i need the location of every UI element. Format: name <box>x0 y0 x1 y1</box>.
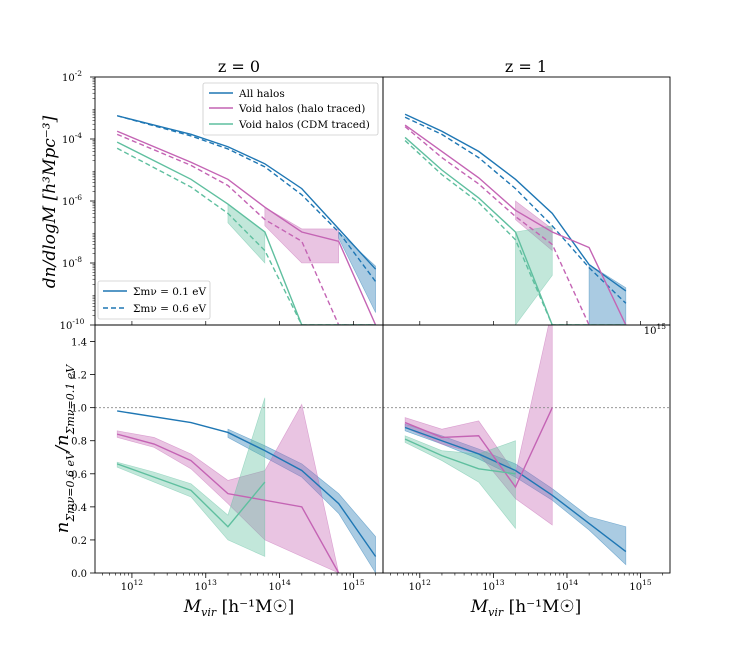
panel-title-right: z = 1 <box>505 57 547 76</box>
band-bottom-z1-void_cdm <box>404 435 516 530</box>
band-top-z1-void_cdm <box>515 225 553 325</box>
band-bottom-z0-void_cdm <box>116 397 266 557</box>
frame-br <box>382 324 671 574</box>
ytick-bottom-label-7: 1.4 <box>71 338 87 349</box>
corner-offset-label: 1015 <box>644 322 667 337</box>
legend-label-void-halo: Void halos (halo traced) <box>238 103 365 115</box>
ytick-bottom-label-6: 1.2 <box>71 371 87 382</box>
legend-label-void-cdm: Void halos (CDM traced) <box>238 119 370 131</box>
line-top-z0-void_halo-dashed <box>116 133 376 325</box>
legend-label-all: All halos <box>238 88 285 100</box>
xtick-label-r-13: 1013 <box>482 578 505 593</box>
ytick-bottom-label-5: 1.0 <box>71 404 87 415</box>
xtick-label-r-14: 1014 <box>556 578 579 593</box>
ytick-bottom-label-1: 0.2 <box>71 536 87 547</box>
line-top-z0-all-dashed <box>116 115 377 283</box>
line-top-z1-void_cdm-solid <box>404 136 626 325</box>
line-bottom-z0-void_halo <box>116 433 340 573</box>
xtick-label-l-12: 1012 <box>121 578 144 593</box>
legend-label-mnu-01: Σmν = 0.1 eV <box>133 286 206 298</box>
ytick-bottom-label-0: 0.0 <box>71 569 87 580</box>
ytick-top-label--6: 10-6 <box>62 193 82 208</box>
ytick-bottom-label-4: 0.8 <box>71 437 87 448</box>
band-bottom-z0-all <box>227 428 376 573</box>
xtick-label-l-15: 1015 <box>342 578 365 593</box>
line-bottom-z0-void_cdm <box>116 463 266 528</box>
xlabel-right: Mvir [h⁻¹M☉] <box>470 597 581 619</box>
xtick-label-r-12: 1012 <box>409 578 432 593</box>
panel-title-left: z = 0 <box>218 57 260 76</box>
band-top-z1-all <box>588 264 627 325</box>
legend-styles: Σmν = 0.1 eV Σmν = 0.6 eV <box>97 280 211 320</box>
legend-label-mnu-06: Σmν = 0.6 eV <box>133 303 206 315</box>
ytick-top-label--10: 10-10 <box>60 317 85 332</box>
line-bottom-z1-void_cdm <box>404 438 516 475</box>
line-top-z0-void_cdm-solid <box>116 141 376 325</box>
svg-text:dn/dlogM [h³Mpc⁻³]: dn/dlogM [h³Mpc⁻³] <box>40 115 60 288</box>
xlabel-left: Mvir [h⁻¹M☉] <box>183 597 294 619</box>
legend-series-box <box>202 82 379 136</box>
ytick-top-label--2: 10-2 <box>62 69 82 84</box>
ytick-top-label--8: 10-8 <box>62 255 82 270</box>
line-top-z1-all-dashed <box>404 116 627 304</box>
xtick-label-l-13: 1013 <box>195 578 218 593</box>
xtick-label-r-15: 1015 <box>629 578 652 593</box>
ytick-top-label--4: 10-4 <box>62 131 82 146</box>
band-top-z0-void_cdm <box>227 203 266 264</box>
line-bottom-z1-void_halo <box>404 407 553 489</box>
line-top-z1-all-solid <box>404 113 627 292</box>
ytick-bottom-label-2: 0.4 <box>71 503 87 514</box>
line-top-z0-void_cdm-dashed <box>116 147 376 325</box>
ylabel-top: dn/dlogM [h³Mpc⁻³] <box>40 115 60 288</box>
xtick-label-l-14: 1014 <box>268 578 291 593</box>
line-bottom-z1-all <box>404 426 627 553</box>
band-bottom-z0-void_halo <box>116 403 339 573</box>
line-top-z0-all-solid <box>116 115 377 270</box>
line-top-z1-void_cdm-dashed <box>404 140 626 325</box>
band-top-z0-void_halo <box>264 206 339 264</box>
band-top-z0-all <box>338 231 376 313</box>
line-top-z1-void_halo-dashed <box>404 126 626 325</box>
band-bottom-z1-void_halo <box>404 325 553 526</box>
legend-series: All halos Void halos (halo traced) Void … <box>202 82 379 136</box>
line-bottom-z0-all <box>117 410 377 557</box>
ytick-bottom-label-3: 0.6 <box>71 470 87 481</box>
line-top-z1-void_halo-solid <box>404 124 627 325</box>
line-top-z0-void_halo-solid <box>116 130 377 325</box>
